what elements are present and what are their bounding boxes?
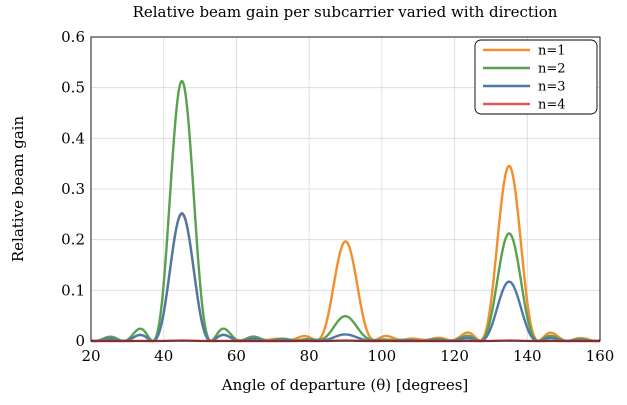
y-tick-label: 0.3: [61, 180, 85, 198]
y-tick-label: 0.1: [61, 281, 85, 299]
tick-labels: 20 40 60 80 100 120 140 160 0 0.1 0.2 0.3 0.4 0.5 0.6: [61, 28, 614, 365]
plot-area: [90, 79, 601, 343]
legend-label: n=3: [538, 80, 566, 95]
y-tick-label: 0.4: [61, 129, 85, 147]
y-tick-label: 0.2: [61, 231, 85, 249]
x-tick-label: 80: [300, 347, 319, 365]
y-tick-label: 0: [75, 332, 85, 350]
legend-label: n=2: [538, 62, 566, 77]
x-tick-label: 160: [586, 347, 615, 365]
x-tick-label: 20: [81, 347, 100, 365]
chart-title: Relative beam gain per subcarrier varied…: [133, 3, 558, 21]
legend-label: n=4: [538, 98, 566, 113]
y-tick-label: 0.6: [61, 28, 85, 46]
legend: n=1 n=2 n=3 n=4: [474, 39, 598, 115]
series-line: [90, 79, 601, 343]
y-axis-title: Relative beam gain: [9, 116, 27, 263]
y-tick-label: 0.5: [61, 79, 85, 97]
series-line: [90, 212, 601, 343]
x-axis-title: Angle of departure (θ) [degrees]: [221, 376, 469, 394]
legend-label: n=1: [538, 44, 566, 59]
x-tick-label: 120: [440, 347, 469, 365]
legend-box: [474, 39, 598, 115]
x-tick-label: 140: [513, 347, 542, 365]
x-tick-label: 100: [368, 347, 397, 365]
plot-frame: [90, 36, 601, 342]
x-tick-label: 60: [227, 347, 246, 365]
x-tick-label: 40: [154, 347, 173, 365]
